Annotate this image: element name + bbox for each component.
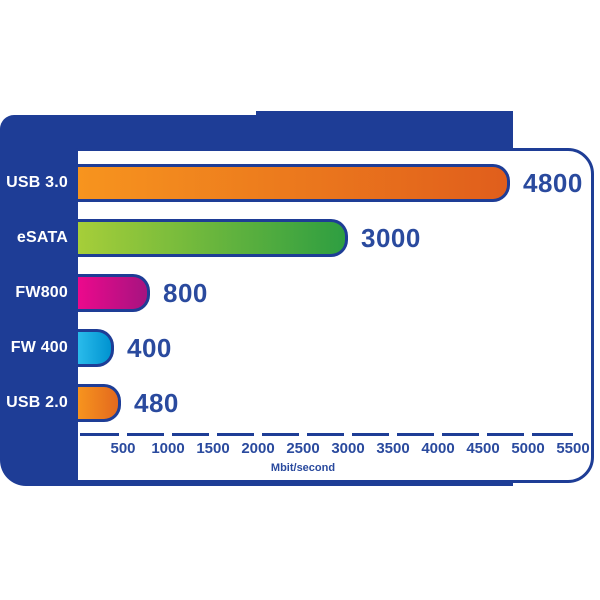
value-label-esata: 3000 (361, 223, 421, 253)
x-axis-line-segment (307, 433, 344, 436)
x-axis-tick-label-1000: 1000 (151, 440, 185, 457)
x-axis-tick-label-2000: 2000 (241, 440, 275, 457)
x-axis-tick-label-4500: 4500 (466, 440, 500, 457)
bar-esata (78, 219, 348, 257)
x-axis-line-segment (532, 433, 573, 436)
x-axis-line-segment (80, 433, 119, 436)
x-axis: Mbit/second 500 1000 1500 2000 2500 3000 3500 4… (78, 433, 591, 478)
x-axis-tick-label-2500: 2500 (286, 440, 320, 457)
bar-fw800 (78, 274, 150, 312)
x-axis-tick-label-5000: 5000 (511, 440, 545, 457)
plot-area: 4800 3000 800 400 480 (78, 151, 591, 480)
value-label-fw800: 800 (163, 278, 208, 308)
x-axis-line-segment (262, 433, 299, 436)
category-label-esata: eSATA (16, 229, 68, 246)
x-axis-line-segment (352, 433, 389, 436)
value-label-usb-3-0: 4800 (523, 168, 583, 198)
category-label-fw800: FW800 (15, 284, 68, 301)
x-axis-tick-label-4000: 4000 (421, 440, 455, 457)
x-axis-line-segment (217, 433, 254, 436)
category-label-usb-3-0: USB 3.0 (6, 174, 68, 191)
x-axis-tick-label-1500: 1500 (196, 440, 230, 457)
bar-usb-3-0 (78, 164, 510, 202)
x-axis-tick-label-5500: 5500 (556, 440, 590, 457)
x-axis-title: Mbit/second (270, 462, 336, 474)
x-axis-line-segment (172, 433, 209, 436)
x-axis-tick-label-3000: 3000 (331, 440, 365, 457)
chart-card: 4800 3000 800 400 480 Mbit/second 500 1000 150… (75, 148, 594, 483)
x-axis-tick-label-500: 500 (110, 440, 136, 457)
value-label-fw-400: 400 (127, 333, 172, 363)
x-axis-line-segment (127, 433, 164, 436)
value-label-usb-2-0: 480 (134, 388, 179, 418)
bar-usb-2-0 (78, 384, 121, 422)
x-axis-line-segment (487, 433, 524, 436)
x-axis-line-segment (442, 433, 479, 436)
category-label-usb-2-0: USB 2.0 (6, 394, 68, 411)
bar-fw-400 (78, 329, 114, 367)
x-axis-line-segment (397, 433, 434, 436)
category-labels-column: USB 3.0 eSATA FW800 FW 400 USB 2.0 (0, 0, 68, 600)
category-label-fw-400: FW 400 (10, 339, 68, 356)
x-axis-tick-label-3500: 3500 (376, 440, 410, 457)
